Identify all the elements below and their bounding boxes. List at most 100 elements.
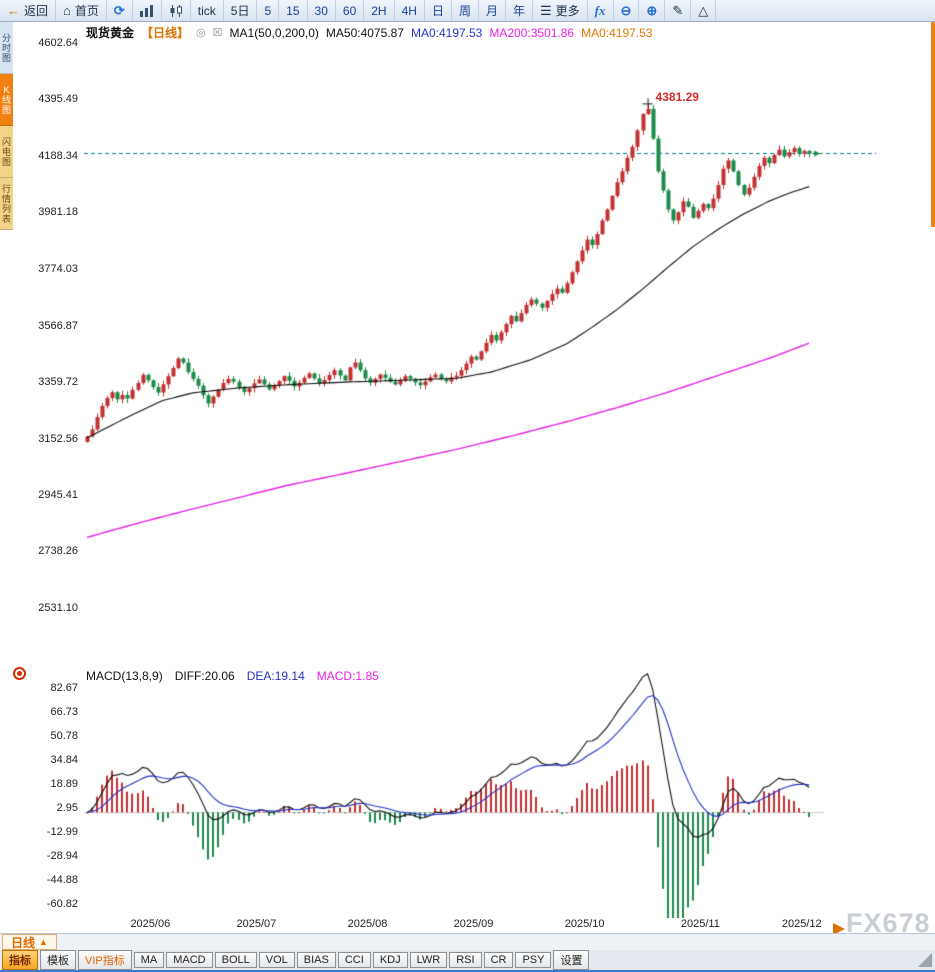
period-30m-button[interactable]: 30 bbox=[308, 0, 336, 21]
indicator-tab-VIP指标[interactable]: VIP指标 bbox=[78, 950, 132, 970]
zoom-in-button[interactable]: ⊕ bbox=[639, 0, 666, 21]
home-icon: ⌂ bbox=[63, 3, 71, 18]
price-axis-label: 3152.56 bbox=[38, 432, 78, 445]
macd-header: MACD(13,8,9) DIFF:20.06 DEA:19.14 MACD:1… bbox=[86, 669, 379, 683]
price-axis-label: 3566.87 bbox=[38, 319, 78, 332]
draw-pencil-button[interactable]: ✎ bbox=[665, 0, 692, 21]
zoom-in-icon: ⊕ bbox=[646, 3, 658, 18]
macd-axis-label: 18.89 bbox=[50, 778, 78, 790]
price-axis-label: 4602.64 bbox=[38, 37, 78, 49]
sidebar-tab-2[interactable]: 闪电图 bbox=[0, 126, 13, 178]
candlestick-button[interactable] bbox=[162, 0, 191, 21]
period-day-button[interactable]: 日 bbox=[425, 0, 452, 21]
macd-axis-label: 82.67 bbox=[50, 682, 78, 694]
indicator-tab-RSI[interactable]: RSI bbox=[449, 952, 482, 968]
time-axis-label: 2025/07 bbox=[236, 918, 277, 930]
time-axis-label: 2025/08 bbox=[347, 918, 388, 930]
ma0-value-1: MA0:4197.53 bbox=[410, 25, 483, 40]
time-axis-label: 2025/10 bbox=[564, 918, 605, 930]
draw-triangle-button[interactable]: △ bbox=[691, 0, 717, 21]
ma50-value: MA50:4075.87 bbox=[325, 25, 404, 40]
ma0-value-2: MA0:4197.53 bbox=[581, 25, 653, 40]
ma-checkbox-icon[interactable]: ☒ bbox=[212, 27, 223, 39]
indicator-tab-VOL[interactable]: VOL bbox=[258, 952, 295, 968]
indicator-tab-指标[interactable]: 指标 bbox=[2, 950, 38, 970]
period-5m-button[interactable]: 5 bbox=[257, 0, 280, 21]
macd-axis-label: -44.88 bbox=[46, 873, 78, 886]
indicator-tab-KDJ[interactable]: KDJ bbox=[372, 952, 408, 968]
macd-axis-label: -28.94 bbox=[46, 849, 78, 862]
back-arrow-icon: ← bbox=[7, 3, 20, 18]
time-axis-label: 2025/12 bbox=[781, 918, 822, 930]
bottom-edge bbox=[0, 970, 935, 972]
symbol-title: 现货黄金 bbox=[86, 26, 135, 40]
macd-axis-label: 66.73 bbox=[50, 705, 78, 718]
price-axis-label: 3359.72 bbox=[38, 375, 78, 388]
period-week-button[interactable]: 周 bbox=[452, 0, 479, 21]
back-button[interactable]: ← 返回 bbox=[0, 0, 57, 21]
period-dropdown[interactable]: 日线 ▲ bbox=[2, 934, 57, 950]
sidebar-tab-3[interactable]: 行情列表 bbox=[0, 178, 13, 230]
more-button[interactable]: ☰ 更多 bbox=[533, 0, 588, 21]
indicator-tab-bar: 指标 模板 VIP指标 MA MACD BOLL VOL BIAS CCI KDJ LWR RSI CR… bbox=[0, 950, 935, 970]
pencil-icon: ✎ bbox=[672, 3, 684, 18]
zoom-out-button[interactable]: ⊖ bbox=[614, 0, 640, 21]
indicator-tab-PSY[interactable]: PSY bbox=[515, 952, 552, 968]
price-axis-label: 2738.26 bbox=[38, 545, 78, 558]
macd-axis-label: 50.78 bbox=[50, 730, 78, 742]
candlestick-icon bbox=[170, 4, 182, 17]
indicator-tab-LWR[interactable]: LWR bbox=[409, 952, 448, 968]
indicator-tab-BOLL[interactable]: BOLL bbox=[214, 952, 257, 968]
price-axis-label: 4395.49 bbox=[38, 93, 78, 106]
fx-indicator-button[interactable]: fx bbox=[588, 0, 614, 21]
indicator-tab-BIAS[interactable]: BIAS bbox=[296, 952, 336, 968]
period-15m-button[interactable]: 15 bbox=[279, 0, 308, 21]
macd-settings-icon[interactable] bbox=[13, 667, 26, 680]
home-button[interactable]: ⌂ 首页 bbox=[56, 0, 107, 21]
eye-icon[interactable]: ◎ bbox=[196, 27, 206, 39]
indicator-tab-设置[interactable]: 设置 bbox=[553, 950, 590, 970]
price-axis-label: 2945.41 bbox=[38, 488, 78, 501]
indicator-tab-CR[interactable]: CR bbox=[483, 952, 514, 968]
period-2h-button[interactable]: 2H bbox=[364, 0, 395, 21]
dropdown-up-icon: ▲ bbox=[39, 937, 48, 947]
time-axis-label: 2025/11 bbox=[680, 918, 720, 930]
macd-title: MACD(13,8,9) bbox=[86, 669, 163, 683]
period-4h-button[interactable]: 4H bbox=[395, 0, 425, 21]
peak-price-label: 4381.29 bbox=[655, 90, 699, 105]
period-tick-button[interactable]: tick bbox=[191, 0, 224, 21]
macd-axis-label: 34.84 bbox=[50, 753, 78, 766]
sidebar-tab-0[interactable]: 分时图 bbox=[0, 22, 13, 74]
macd-axis-label: -60.82 bbox=[46, 897, 78, 910]
bottom-period-row: 日线 ▲ bbox=[0, 933, 935, 950]
period-year-button[interactable]: 年 bbox=[506, 0, 533, 21]
main-chart-canvas[interactable] bbox=[84, 28, 935, 660]
time-axis-label: 2025/06 bbox=[130, 918, 171, 930]
indicator-tab-模板[interactable]: 模板 bbox=[40, 950, 76, 970]
period-tag: 【日线】 bbox=[141, 26, 190, 40]
indicator-tab-MACD[interactable]: MACD bbox=[166, 952, 213, 968]
macd-panel-canvas[interactable] bbox=[84, 668, 935, 918]
hamburger-icon: ☰ bbox=[540, 3, 552, 18]
indicator-tab-CCI[interactable]: CCI bbox=[337, 952, 371, 968]
dea-value: DEA:19.14 bbox=[246, 669, 305, 683]
refresh-icon: ⟳ bbox=[113, 3, 125, 18]
price-axis-label: 3981.18 bbox=[38, 206, 78, 219]
macd-axis-label: 2.95 bbox=[56, 801, 78, 814]
price-axis-label: 2531.10 bbox=[38, 602, 78, 614]
period-60m-button[interactable]: 60 bbox=[336, 0, 365, 21]
period-5d-button[interactable]: 5日 bbox=[224, 0, 258, 21]
ma200-value: MA200:3501.86 bbox=[489, 25, 575, 40]
diff-value: DIFF:20.06 bbox=[174, 669, 235, 683]
time-axis-label: 2025/09 bbox=[453, 918, 494, 930]
refresh-button[interactable]: ⟳ bbox=[107, 0, 133, 21]
triangle-icon: △ bbox=[698, 3, 709, 18]
collapse-handle-icon[interactable] bbox=[918, 953, 932, 967]
indicator-tab-MA[interactable]: MA bbox=[133, 952, 165, 968]
ma-settings-label: MA1(50,0,200,0) bbox=[229, 25, 319, 40]
period-month-button[interactable]: 月 bbox=[479, 0, 506, 21]
macd-value: MACD:1.85 bbox=[316, 669, 379, 683]
bar-chart-button[interactable] bbox=[133, 0, 162, 21]
